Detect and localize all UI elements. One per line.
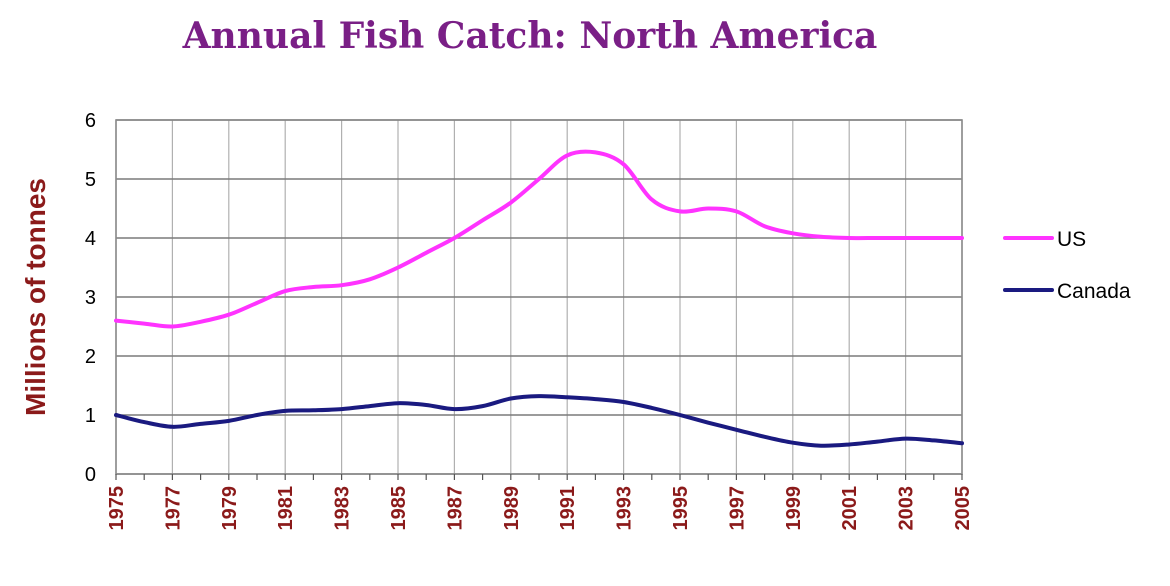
- y-tick-label: 4: [85, 228, 96, 250]
- x-tick-label: 1991: [557, 486, 579, 531]
- x-tick-label: 2001: [839, 486, 861, 531]
- y-tick-label: 1: [85, 405, 96, 427]
- x-tick-label: 1983: [332, 486, 354, 531]
- y-tick-label: 3: [85, 287, 96, 309]
- x-tick-label: 1995: [670, 486, 692, 531]
- x-tick-label: 1981: [275, 486, 297, 531]
- chart-title: Annual Fish Catch: North America: [182, 15, 878, 57]
- legend-label-us: US: [1057, 228, 1086, 251]
- x-tick-label: 2005: [952, 486, 974, 531]
- series-line-canada: [114, 394, 964, 448]
- y-tick-label: 0: [85, 464, 96, 486]
- series-line-us: [114, 149, 964, 329]
- x-tick-label: 2003: [896, 486, 918, 531]
- legend-label-canada: Canada: [1057, 280, 1131, 303]
- x-tick-label: 1997: [726, 486, 748, 531]
- x-tick-label: 1977: [162, 486, 184, 531]
- y-tick-label: 5: [85, 169, 96, 191]
- x-tick-label: 1993: [614, 486, 636, 531]
- legend: US Canada: [1003, 228, 1131, 303]
- plot-area: 0 1 2 3 4 5 6 1975 1977 1979 1981 1983 1985 1987 1989 1…: [85, 110, 974, 531]
- x-tick-label: 1979: [219, 486, 241, 531]
- x-tick-label: 1989: [501, 486, 523, 531]
- y-axis-label: Millions of tonnes: [20, 178, 51, 416]
- x-tick-label: 1999: [783, 486, 805, 531]
- x-tick-label: 1975: [106, 486, 128, 531]
- y-tick-label: 2: [85, 346, 96, 368]
- x-tick-label: 1987: [444, 486, 466, 531]
- y-tick-label: 6: [85, 110, 96, 132]
- x-tick-label: 1985: [388, 486, 410, 531]
